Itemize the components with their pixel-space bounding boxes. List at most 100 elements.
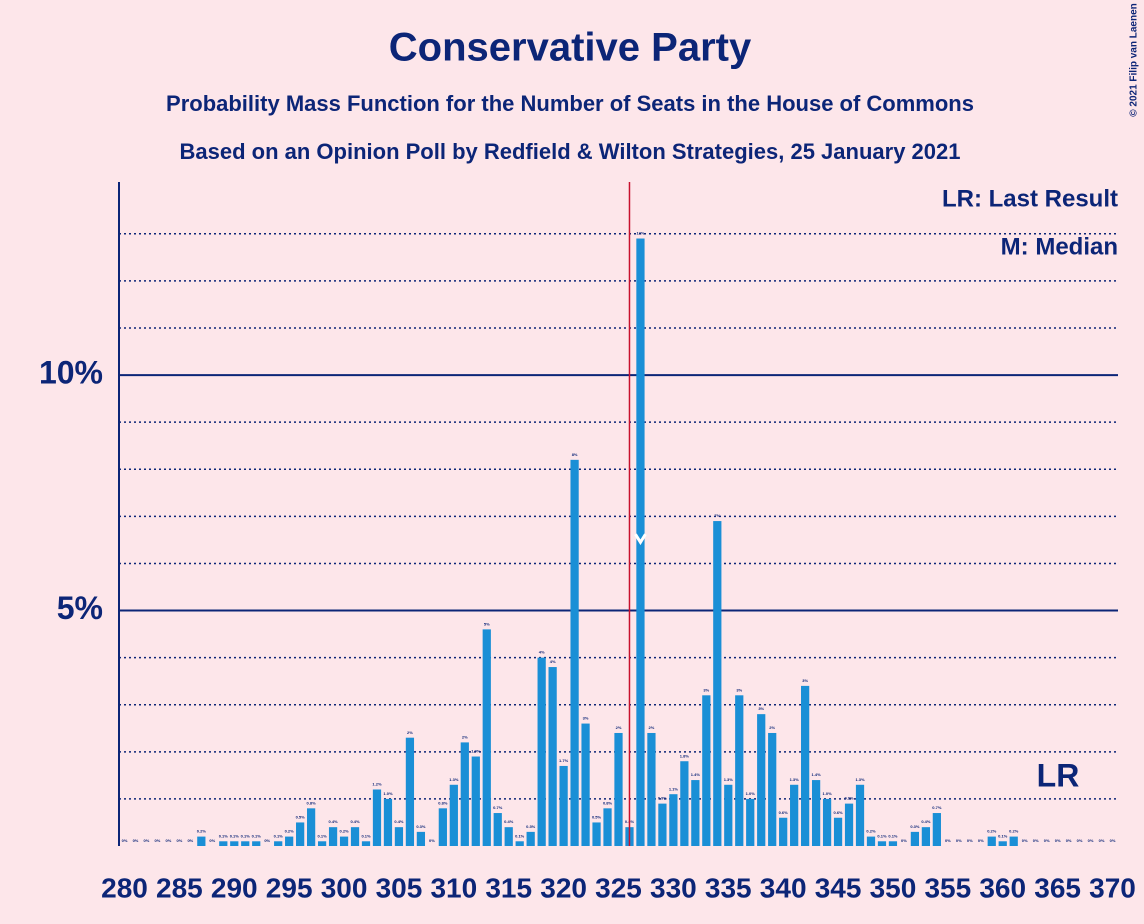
bar — [888, 841, 898, 846]
bar — [592, 822, 601, 846]
value-label: 0.6% — [779, 810, 789, 815]
value-label: 0.4% — [504, 819, 514, 824]
x-tick-label: 285 — [156, 872, 203, 903]
chart-subtitle: Based on an Opinion Poll by Redfield & W… — [180, 139, 961, 164]
value-label: 0% — [1066, 838, 1072, 843]
value-label: 0.9% — [658, 796, 668, 801]
bar — [910, 831, 920, 846]
bar — [932, 813, 941, 846]
bar — [647, 732, 656, 846]
y-tick-label: 10% — [39, 355, 103, 391]
x-tick-label: 300 — [321, 872, 368, 903]
value-label: 0.7% — [493, 805, 503, 810]
value-label: 1.0% — [383, 791, 393, 796]
bar — [317, 841, 327, 846]
x-tick-label: 345 — [815, 872, 862, 903]
x-tick-label: 290 — [211, 872, 258, 903]
value-label: 0% — [901, 838, 907, 843]
bar — [383, 798, 393, 846]
value-label: 7% — [714, 513, 720, 518]
value-label: 8% — [572, 452, 578, 457]
value-label: 2% — [649, 725, 655, 730]
chart-subtitle: Probability Mass Function for the Number… — [166, 91, 974, 116]
bar — [570, 459, 579, 846]
value-label: 0.1% — [241, 833, 251, 838]
value-label: 0.3% — [416, 824, 426, 829]
value-label: 1.8% — [680, 753, 690, 758]
x-tick-label: 330 — [650, 872, 697, 903]
x-tick-label: 350 — [870, 872, 917, 903]
value-label: 4% — [550, 659, 556, 664]
value-label: 0.5% — [592, 815, 602, 820]
x-tick-label: 315 — [485, 872, 532, 903]
value-label: 0% — [1044, 838, 1050, 843]
x-tick-label: 340 — [760, 872, 807, 903]
value-label: 1.9% — [471, 749, 481, 754]
value-label: 0% — [945, 838, 951, 843]
bar — [493, 813, 502, 846]
value-label: 3% — [583, 716, 589, 721]
value-label: 2% — [462, 734, 468, 739]
bar — [438, 808, 447, 846]
bar — [746, 798, 755, 846]
value-label: 0.2% — [197, 829, 207, 834]
bar — [779, 817, 788, 846]
value-label: 0.4% — [329, 819, 339, 824]
x-tick-label: 325 — [595, 872, 642, 903]
value-label: 1.4% — [691, 772, 701, 777]
y-tick-label: 5% — [57, 590, 103, 626]
bar — [328, 827, 338, 846]
median-marker — [634, 533, 647, 546]
value-label: 0% — [1110, 838, 1116, 843]
bar — [296, 822, 305, 846]
value-label: 0.1% — [230, 833, 240, 838]
legend-entry: LR: Last Result — [942, 185, 1118, 212]
value-label: 0.1% — [318, 833, 328, 838]
bar — [219, 841, 228, 846]
value-label: 0.4% — [350, 819, 360, 824]
x-tick-label: 360 — [979, 872, 1026, 903]
value-label: 0.2% — [866, 829, 876, 834]
bar — [471, 756, 480, 846]
x-tick-label: 280 — [101, 872, 148, 903]
bar — [559, 765, 568, 846]
bar — [790, 784, 799, 846]
value-label: 1.3% — [790, 777, 800, 782]
bar — [691, 780, 700, 846]
value-label: 0% — [176, 838, 182, 843]
value-label: 1.3% — [724, 777, 734, 782]
bar — [669, 794, 678, 846]
value-label: 0.1% — [274, 833, 284, 838]
x-tick-label: 320 — [540, 872, 587, 903]
bar — [504, 827, 513, 846]
value-label: 0% — [1088, 838, 1094, 843]
value-label: 0% — [1033, 838, 1039, 843]
value-label: 1.3% — [855, 777, 865, 782]
value-label: 4% — [539, 650, 545, 655]
bar — [855, 784, 865, 846]
bar — [252, 841, 261, 846]
bar — [548, 667, 557, 846]
bar — [822, 798, 832, 846]
value-label: 0% — [429, 838, 435, 843]
bar — [537, 657, 546, 846]
value-label: 3% — [802, 678, 808, 683]
x-tick-label: 310 — [430, 872, 477, 903]
value-label: 0.2% — [339, 829, 349, 834]
value-label: 0% — [967, 838, 973, 843]
value-label: 2% — [407, 730, 413, 735]
value-label: 0% — [1022, 838, 1028, 843]
bar — [339, 836, 349, 846]
bar — [1009, 836, 1018, 846]
bar — [394, 827, 404, 846]
x-tick-label: 295 — [266, 872, 313, 903]
bar — [230, 841, 239, 846]
value-label: 1.4% — [812, 772, 822, 777]
bar — [735, 695, 744, 846]
bar — [680, 761, 689, 846]
bar — [515, 841, 524, 846]
value-label: 0.8% — [438, 800, 448, 805]
value-label: 0% — [155, 838, 161, 843]
x-tick-label: 355 — [924, 872, 971, 903]
